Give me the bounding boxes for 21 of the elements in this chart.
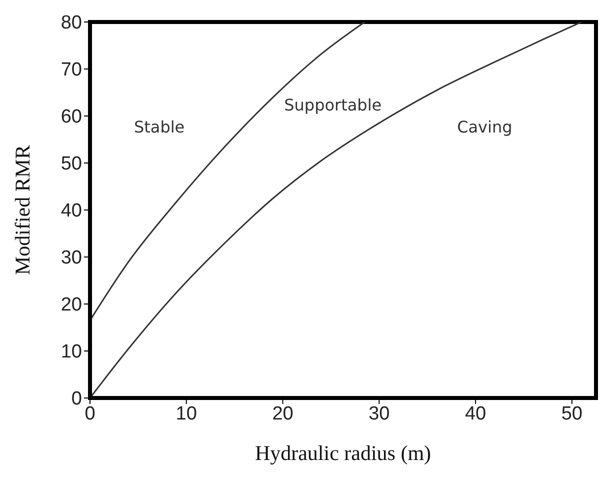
line-series [90,22,582,398]
x-tick-label: 10 [176,403,197,424]
y-tick-label: 40 [60,200,82,222]
y-tick-label: 80 [60,12,82,34]
x-tick-label: 40 [464,403,486,424]
y-tick-label: 70 [60,60,82,81]
annotation: Caving [457,118,512,137]
y-tick-label: 0 [71,388,82,410]
x-tick-label: 0 [84,403,96,424]
y-tick-label: 20 [60,294,82,316]
y-axis-title: Modified RMR [10,144,34,276]
x-tick-label: 20 [272,403,294,424]
y-tick-label: 30 [60,248,82,269]
annotation: Stable [134,118,185,137]
x-tick-label: 30 [368,403,390,424]
y-tick-label: 10 [60,342,82,363]
annotation: Supportable [284,95,382,114]
y-tick-label: 60 [60,106,82,128]
x-axis-title: Hydraulic radius (m) [254,441,432,465]
x-tick-label: 50 [561,403,582,424]
y-tick-label: 50 [60,154,82,175]
